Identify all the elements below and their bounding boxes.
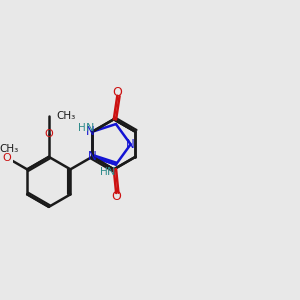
Text: N: N [86,123,94,134]
Text: H: H [100,167,107,177]
Text: N: N [126,138,135,151]
Text: N: N [107,167,116,177]
Text: N: N [86,125,95,138]
Text: N: N [88,150,97,163]
Text: H: H [78,123,86,134]
Text: O: O [111,190,121,203]
Text: O: O [112,86,122,99]
Text: CH₃: CH₃ [57,111,76,121]
Text: O: O [3,153,11,163]
Text: CH₃: CH₃ [0,144,19,154]
Text: O: O [44,129,53,139]
